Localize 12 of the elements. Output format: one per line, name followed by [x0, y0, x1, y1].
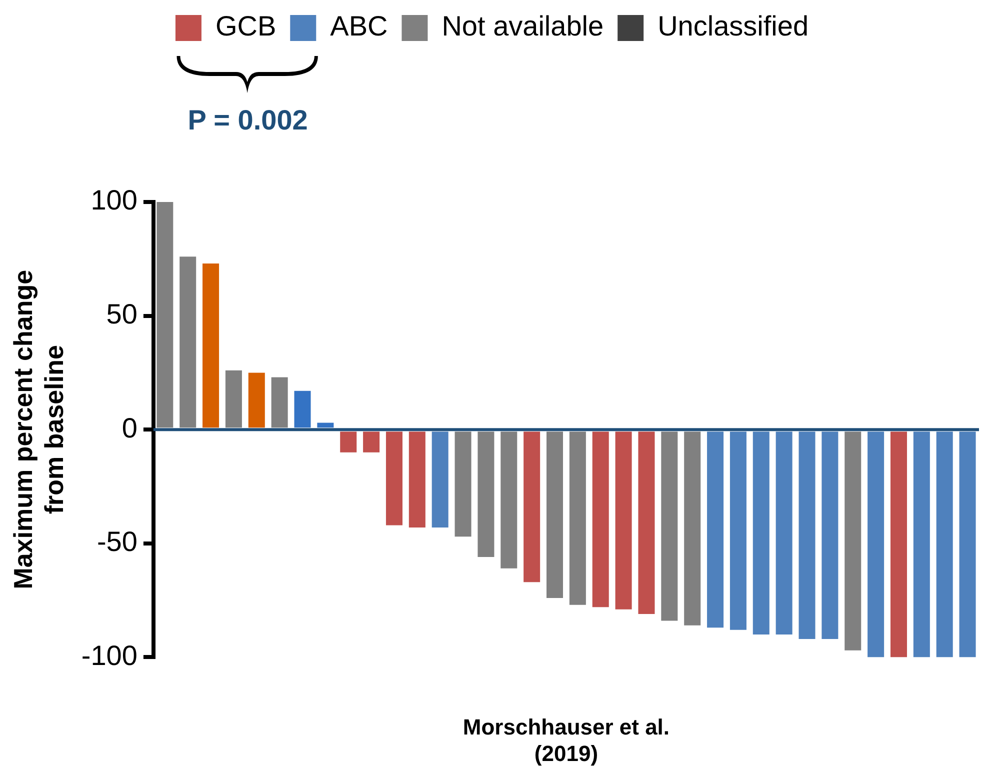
x-axis-title: Morschhauser et al. (2019): [462, 714, 670, 766]
y-tick-label: -100: [81, 640, 138, 671]
text: P = 0.002: [188, 104, 308, 136]
legend-label: Not available: [442, 10, 604, 42]
legend-label: ABC: [330, 10, 388, 42]
y-axis-title: Maximum percent change from baseline: [8, 270, 69, 590]
legend-label: GCB: [215, 10, 276, 42]
legend-label: Unclassified: [658, 10, 809, 42]
y-tick-label: 100: [90, 184, 138, 216]
y-tick-label: -50: [96, 526, 138, 558]
y-tick-label: 50: [106, 298, 138, 330]
y-tick-label: 0: [122, 412, 138, 444]
